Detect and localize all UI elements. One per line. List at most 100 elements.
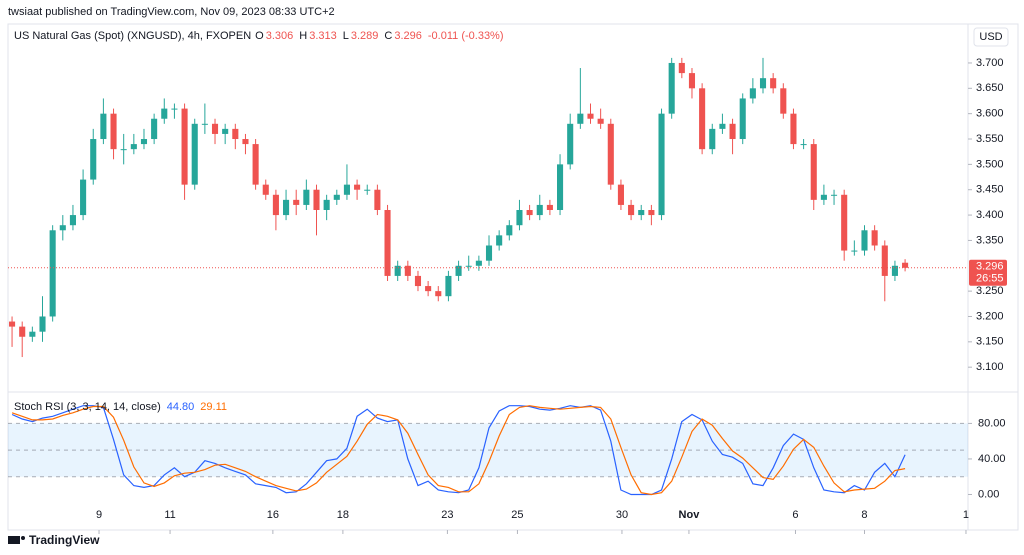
ohlc-value: 3.306 (266, 30, 294, 42)
x-tick-label: 23 (441, 509, 453, 521)
candle-body (780, 88, 787, 114)
candle-body (232, 128, 239, 140)
candle-body (668, 62, 675, 114)
candle-body (59, 225, 66, 231)
candle-body (881, 245, 888, 276)
x-tick-label: 25 (511, 509, 523, 521)
candle-body (262, 184, 269, 195)
candle-body (425, 286, 432, 292)
indicator-value: 44.80 (167, 401, 195, 413)
candle-body (49, 230, 56, 317)
candle-body (435, 291, 442, 297)
candle-body (384, 210, 391, 276)
candle-body (110, 113, 117, 150)
candle-body (587, 113, 594, 119)
candle-body (607, 123, 614, 185)
candle-body (699, 88, 706, 150)
candle-body (414, 275, 422, 287)
candle-body (181, 108, 188, 185)
candle-body (242, 139, 249, 145)
y-tick-label: 3.250 (976, 285, 1004, 297)
y-tick-label: 3.550 (976, 133, 1004, 145)
candle-body (313, 189, 320, 210)
candle-body (496, 235, 503, 246)
candle-body (658, 113, 665, 216)
ohlc-label: H (299, 30, 307, 42)
x-tick-label: 9 (96, 509, 102, 521)
candle-body (90, 139, 97, 180)
y-tick-label: 3.600 (976, 108, 1004, 120)
candle-body (374, 189, 381, 210)
candle-body (577, 113, 584, 124)
candle-body (100, 113, 107, 140)
candle-body (820, 194, 827, 200)
ohlc-value: 3.296 (394, 30, 422, 42)
candle-body (841, 194, 848, 251)
candle-body (871, 230, 878, 246)
x-tick-label: 16 (267, 509, 279, 521)
x-tick-label: 11 (164, 509, 175, 521)
x-tick-label: 1 (963, 509, 969, 521)
candle-body (171, 108, 178, 110)
y-tick-label: 3.500 (976, 158, 1004, 170)
candle-body (140, 139, 148, 145)
candle-body (526, 210, 533, 216)
change-value: -0.011 (-0.33%) (428, 30, 504, 42)
publisher-note: twsiaat published on TradingView.com, No… (8, 6, 335, 18)
candle-body (39, 316, 46, 332)
brand-name: TradingView (29, 533, 100, 547)
y-tick-label: 3.400 (976, 209, 1004, 221)
candle-body (354, 184, 361, 190)
ohlc-value: 3.313 (309, 30, 337, 42)
candle-body (709, 128, 716, 150)
candle-body (455, 265, 462, 276)
candle-body (9, 321, 16, 327)
candle-body (770, 78, 777, 89)
x-tick-label: 8 (861, 509, 867, 521)
candle-body (80, 179, 87, 216)
ohlc-label: O (255, 30, 264, 42)
candle-body (323, 199, 330, 210)
candle-body (739, 98, 746, 140)
candle-body (29, 331, 36, 337)
candle-body (283, 199, 290, 216)
currency-label[interactable]: USD (979, 31, 1002, 43)
y-tick-label: 3.700 (976, 57, 1004, 69)
candle-body (536, 204, 543, 216)
candle-body (648, 210, 655, 216)
y-tick-label: 0.00 (978, 488, 999, 500)
legend-title: US Natural Gas (Spot) (XNGUSD), 4h, FXOP… (14, 30, 251, 42)
last-price-tag (969, 259, 1007, 286)
ohlc-label: L (343, 30, 349, 42)
candle-body (161, 108, 168, 119)
candle-body (597, 118, 604, 124)
chart-frame (7, 23, 1019, 531)
ohlc-value: 3.289 (351, 30, 379, 42)
candle-body (628, 204, 635, 216)
candle-body (902, 262, 909, 268)
candle-body (759, 78, 767, 89)
candle-body (201, 123, 208, 125)
y-tick-label: 3.350 (976, 234, 1004, 246)
candle-body (891, 265, 898, 276)
candle-body (272, 194, 279, 216)
candle-body (222, 128, 229, 134)
stoch-line (11, 405, 906, 496)
candle-body (557, 164, 564, 210)
candle-body (69, 215, 76, 226)
x-tick-label: Nov (679, 509, 701, 521)
candle-body (364, 189, 371, 191)
candle-body (851, 250, 858, 252)
candle-body (688, 73, 696, 89)
x-tick-label: 18 (337, 509, 349, 521)
candle-body (485, 245, 493, 261)
y-tick-label: 80.00 (978, 417, 1006, 429)
candle-body (404, 265, 411, 276)
candle-body (465, 265, 472, 267)
currency-button[interactable] (973, 27, 1009, 47)
candle-body (861, 230, 868, 251)
candle-body (130, 144, 137, 150)
candle-body (343, 184, 350, 195)
candle-body (333, 194, 340, 200)
